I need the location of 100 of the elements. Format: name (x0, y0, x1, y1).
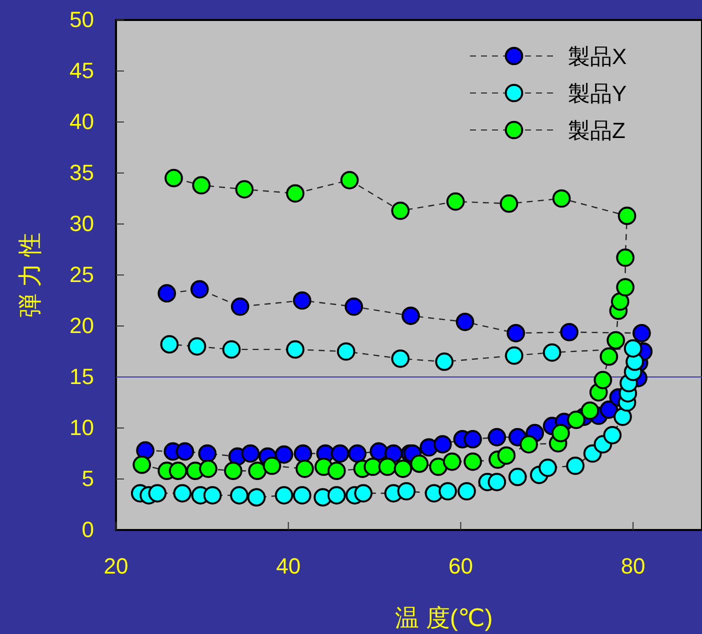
point (429, 458, 448, 476)
y-tick-label: 20 (70, 313, 94, 338)
point (364, 458, 382, 476)
point (580, 402, 600, 420)
point (188, 337, 206, 356)
point (567, 410, 586, 429)
point (247, 488, 266, 507)
point (330, 444, 350, 463)
point (248, 462, 267, 480)
point (504, 346, 524, 365)
point (199, 460, 218, 478)
point (397, 482, 416, 500)
y-tick-label: 25 (70, 262, 94, 288)
y-tick-label: 35 (70, 160, 94, 186)
point (327, 486, 346, 504)
point (230, 486, 248, 504)
point (286, 184, 304, 203)
point (600, 347, 618, 366)
point (624, 339, 642, 358)
y-tick-label: 50 (70, 7, 94, 32)
x-tick-label: 40 (276, 554, 301, 579)
legend-label: 製品X (568, 44, 627, 69)
point (594, 370, 612, 390)
point (235, 180, 254, 198)
x-tick-label: 20 (104, 554, 128, 579)
x-tick-label: 80 (620, 554, 646, 579)
point (520, 435, 538, 454)
point (538, 458, 557, 477)
y-tick-label: 30 (70, 211, 94, 236)
point (173, 484, 192, 502)
point (190, 280, 209, 298)
point (222, 340, 241, 359)
y-tick-label: 10 (70, 415, 94, 440)
point (391, 349, 410, 368)
point (566, 456, 584, 475)
point (292, 291, 312, 310)
point (192, 176, 210, 194)
point (286, 340, 304, 359)
point (560, 322, 578, 342)
point (442, 452, 462, 471)
point (344, 297, 364, 316)
point (610, 292, 630, 311)
point (410, 454, 429, 473)
point (336, 342, 356, 361)
point (354, 484, 372, 502)
point (618, 206, 636, 225)
point (340, 170, 359, 190)
point (274, 445, 294, 464)
point (160, 335, 179, 354)
point (230, 297, 250, 316)
x-tick-label: 60 (448, 554, 473, 579)
y-tick-label: 45 (70, 58, 94, 84)
point (198, 444, 217, 463)
point (488, 428, 506, 446)
point (241, 444, 260, 463)
point (632, 324, 651, 342)
point (552, 189, 571, 208)
point (164, 168, 183, 188)
point (378, 458, 397, 476)
point (446, 192, 465, 211)
point (551, 424, 570, 442)
point (158, 284, 176, 303)
point (603, 426, 622, 444)
y-axis-title: 弾 力 性 (17, 232, 44, 318)
point (132, 456, 152, 474)
point (224, 462, 242, 480)
y-tick-label: 5 (82, 466, 94, 492)
point (488, 472, 506, 492)
point (542, 343, 562, 362)
point (394, 460, 412, 478)
point (508, 468, 527, 486)
point (176, 442, 194, 461)
x-axis-title: 温 度(℃) (395, 605, 493, 632)
point (402, 306, 420, 325)
point (168, 462, 188, 480)
point (497, 446, 516, 465)
point (433, 435, 452, 454)
y-tick-label: 15 (70, 364, 94, 390)
point (500, 194, 518, 213)
point (148, 484, 167, 502)
point (435, 352, 454, 371)
point (464, 452, 482, 471)
point (391, 202, 410, 220)
point (296, 460, 314, 478)
point (456, 312, 474, 332)
point (294, 444, 312, 463)
point (292, 486, 312, 504)
point (136, 441, 154, 460)
point (616, 278, 634, 296)
y-tick-label: 40 (70, 109, 94, 134)
point (458, 482, 476, 500)
point (616, 248, 634, 267)
point (438, 482, 457, 500)
point (262, 456, 282, 475)
point (327, 462, 346, 480)
point (348, 444, 366, 463)
point (606, 331, 625, 350)
legend-label: 製品Z (568, 118, 626, 143)
y-tick-label: 0 (82, 517, 94, 542)
point (464, 430, 482, 448)
